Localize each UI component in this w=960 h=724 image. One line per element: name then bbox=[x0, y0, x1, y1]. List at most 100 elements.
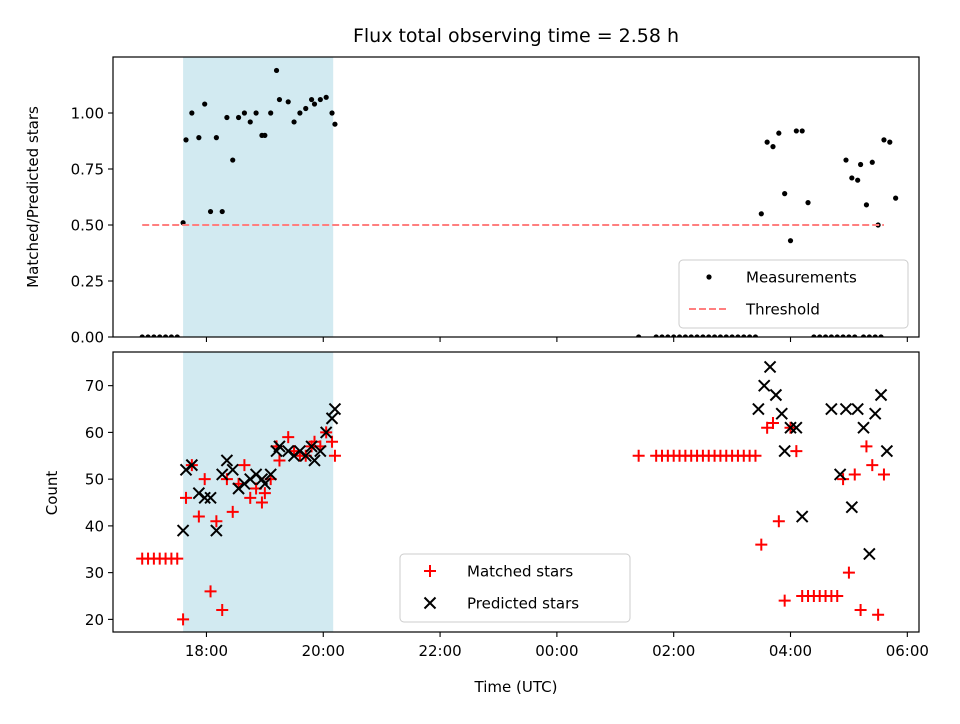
legend-swatch bbox=[424, 565, 436, 577]
data-point bbox=[262, 132, 268, 138]
data-point bbox=[857, 421, 870, 434]
data-point bbox=[282, 431, 295, 444]
data-point bbox=[688, 334, 694, 337]
data-point bbox=[328, 402, 342, 416]
x-tick-label: 22:00 bbox=[418, 642, 461, 660]
data-point bbox=[843, 157, 849, 163]
data-point bbox=[180, 491, 193, 504]
legend: Matched stars Predicted stars bbox=[399, 553, 631, 623]
data-point bbox=[198, 473, 211, 486]
series-measurements bbox=[139, 67, 899, 337]
data-point bbox=[772, 515, 785, 528]
data-point bbox=[769, 388, 783, 402]
data-point bbox=[863, 202, 870, 208]
data-point bbox=[255, 496, 268, 509]
x-tick-label: 04:00 bbox=[769, 642, 812, 660]
data-point bbox=[822, 334, 829, 337]
y-tick-label: 0.25 bbox=[71, 273, 104, 291]
data-point bbox=[775, 407, 788, 420]
x-tick-label: 06:00 bbox=[886, 642, 929, 660]
x-tick-label: 02:00 bbox=[652, 642, 695, 660]
plot-area bbox=[136, 352, 894, 632]
data-point bbox=[711, 334, 718, 337]
y-tick-label: 1.00 bbox=[71, 105, 104, 123]
data-point bbox=[241, 110, 248, 116]
x-axis-label: Time (UTC) bbox=[474, 678, 558, 696]
data-point bbox=[790, 445, 803, 458]
data-point bbox=[706, 334, 712, 337]
data-point bbox=[872, 608, 885, 621]
data-point bbox=[694, 334, 700, 337]
data-point bbox=[782, 191, 788, 197]
data-point bbox=[325, 412, 339, 425]
data-point bbox=[192, 510, 205, 523]
y-tick-label: 0.75 bbox=[71, 161, 104, 179]
y-tick-label: 30 bbox=[85, 564, 104, 582]
observing-window-band bbox=[183, 352, 334, 632]
top-panel: 0.00 0.25 0.50 0.75 1.00 Measurements Threshol… bbox=[71, 56, 920, 347]
data-point bbox=[860, 440, 873, 453]
data-point bbox=[735, 334, 741, 337]
data-point bbox=[840, 334, 846, 337]
data-point bbox=[216, 468, 229, 481]
data-point bbox=[210, 524, 223, 537]
data-point bbox=[828, 334, 834, 337]
data-point bbox=[632, 449, 645, 462]
data-point bbox=[717, 334, 724, 337]
data-point bbox=[196, 135, 202, 141]
legend-entry: Matched stars bbox=[467, 563, 573, 581]
data-point bbox=[758, 211, 764, 217]
data-point bbox=[253, 110, 259, 116]
data-point bbox=[291, 119, 297, 125]
data-point bbox=[220, 454, 234, 467]
data-point bbox=[741, 334, 747, 337]
data-point bbox=[834, 334, 840, 337]
y-tick-label: 50 bbox=[85, 471, 104, 489]
data-point bbox=[825, 402, 838, 416]
y-tick-label: 0.50 bbox=[71, 217, 104, 235]
data-point bbox=[308, 454, 321, 467]
data-point bbox=[784, 421, 797, 434]
data-point bbox=[219, 208, 225, 215]
data-point bbox=[676, 334, 683, 337]
data-point bbox=[866, 334, 872, 337]
data-point bbox=[204, 585, 217, 598]
data-point bbox=[268, 110, 274, 116]
data-point bbox=[787, 238, 794, 244]
data-point bbox=[747, 334, 753, 337]
data-point bbox=[868, 407, 882, 420]
data-point bbox=[207, 208, 214, 215]
axes-frame bbox=[112, 56, 920, 338]
data-point bbox=[860, 334, 867, 337]
legend-entry: Threshold bbox=[745, 301, 820, 319]
data-point bbox=[755, 538, 768, 551]
data-point bbox=[795, 510, 809, 523]
data-point bbox=[880, 444, 894, 458]
data-point bbox=[323, 94, 329, 100]
legend-entry: Predicted stars bbox=[467, 595, 579, 613]
plot-area bbox=[139, 57, 899, 337]
data-point bbox=[659, 334, 665, 337]
data-point bbox=[235, 114, 242, 121]
data-point bbox=[778, 594, 791, 607]
data-point bbox=[790, 421, 803, 434]
data-point bbox=[244, 491, 257, 504]
data-point bbox=[157, 334, 163, 337]
data-point bbox=[189, 110, 195, 116]
data-point bbox=[216, 604, 229, 617]
data-point bbox=[177, 613, 190, 626]
data-point bbox=[311, 101, 318, 107]
data-point bbox=[230, 157, 236, 163]
y-tick-label: 60 bbox=[85, 424, 104, 442]
data-point bbox=[700, 334, 706, 337]
data-point bbox=[887, 139, 893, 145]
data-point bbox=[857, 161, 864, 168]
data-point bbox=[776, 130, 782, 136]
data-point bbox=[682, 334, 688, 337]
series-predicted-stars bbox=[176, 360, 894, 561]
data-point bbox=[881, 137, 887, 143]
data-point bbox=[326, 435, 339, 448]
data-point bbox=[811, 334, 817, 337]
data-point bbox=[329, 110, 335, 116]
